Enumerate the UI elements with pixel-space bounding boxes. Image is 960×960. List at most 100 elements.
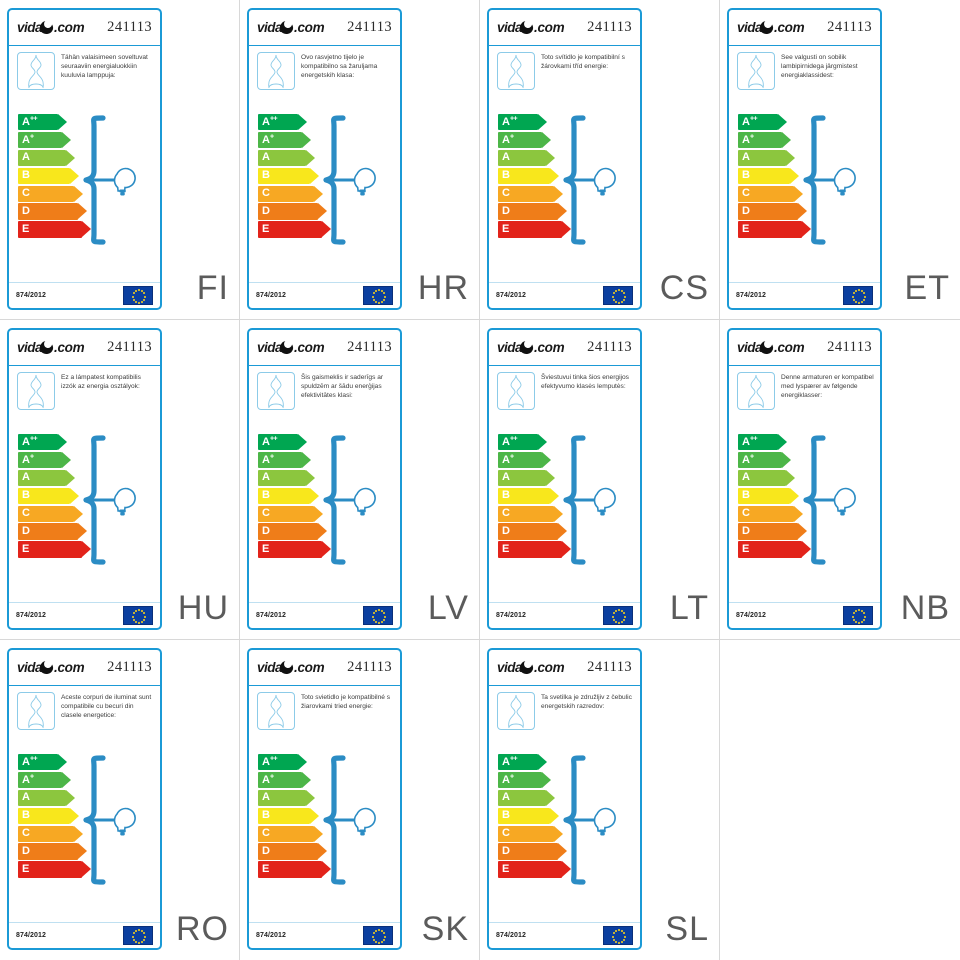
energy-class-label: E — [22, 862, 30, 875]
arrow-body — [498, 843, 558, 860]
arrow-tip — [66, 469, 75, 486]
eu-star — [381, 300, 384, 303]
light-bulb-icon — [257, 372, 295, 410]
eu-star — [383, 612, 386, 615]
eu-star — [863, 292, 866, 295]
arrow-tip — [322, 541, 331, 558]
energy-class-row: C — [18, 825, 83, 842]
logo-text-prefix: vida — [17, 20, 43, 35]
light-bulb-icon — [497, 52, 535, 90]
arrow-body — [258, 487, 310, 504]
eu-star — [134, 620, 137, 623]
energy-class-row: B — [18, 487, 80, 504]
arrow-body — [498, 487, 550, 504]
energy-class-row: A+ — [18, 131, 80, 149]
energy-class-row: C — [738, 505, 803, 522]
energy-class-label: A++ — [502, 114, 518, 128]
arrow-tip — [550, 807, 559, 824]
brace-bulb-graphic — [321, 754, 399, 888]
eu-star — [612, 932, 615, 935]
eu-star — [863, 298, 866, 301]
energy-class-ladder: A++ A+ A B C D E — [258, 434, 331, 559]
vidaxl-logo: vida .com — [497, 660, 565, 675]
energy-class-row: D — [18, 523, 87, 540]
logo-text-suffix: .com — [54, 660, 85, 675]
energy-class-row: C — [18, 505, 83, 522]
energy-class-label: A++ — [742, 434, 758, 448]
energy-class-row: E — [738, 221, 811, 238]
energy-class-row: D — [738, 523, 807, 540]
eu-flag-icon — [603, 926, 633, 945]
energy-class-sup: + — [269, 452, 274, 460]
arrow-body — [498, 861, 562, 878]
eu-star — [621, 940, 624, 943]
description-text: Ez a lámpatest kompatibilis izzók az ene… — [61, 374, 141, 391]
energy-class-row: D — [258, 523, 327, 540]
card-header: vida .com 241113 — [489, 10, 640, 46]
energy-class-ladder: A++ A+ A B C D E — [18, 434, 91, 559]
arrow-tip — [62, 131, 71, 148]
brace-bulb-graphic — [561, 754, 639, 888]
article-number: 241113 — [347, 19, 392, 35]
energy-class-row: E — [258, 221, 331, 238]
energy-class-label: B — [502, 809, 510, 822]
card-footer: 874/2012 — [249, 922, 400, 948]
arrow-body — [498, 523, 558, 540]
eu-star — [141, 610, 144, 613]
energy-class-row: A+ — [258, 131, 320, 149]
arrow-tip — [790, 167, 799, 184]
energy-class-row: B — [18, 807, 80, 824]
arrow-body — [18, 541, 82, 558]
logo-text-prefix: vida — [257, 660, 283, 675]
arrow-tip — [74, 185, 83, 202]
energy-class-row: A+ — [498, 131, 560, 149]
eu-star — [624, 935, 627, 938]
energy-class-label: C — [22, 827, 30, 840]
eu-star — [134, 610, 137, 613]
eu-star — [618, 941, 620, 944]
arrow-body — [18, 754, 58, 771]
eu-star — [854, 620, 857, 623]
arrow-body — [258, 149, 306, 167]
description-row: Ez a lámpatest kompatibilis izzók az ene… — [17, 372, 154, 410]
logo-text-suffix: .com — [774, 20, 805, 35]
arrow-body — [18, 185, 74, 202]
eu-flag-icon — [123, 926, 153, 945]
arrow-body — [258, 203, 318, 220]
energy-class-row: C — [738, 185, 803, 202]
energy-class-label: C — [22, 507, 30, 520]
arrow-body — [258, 167, 310, 184]
energy-class-label: A++ — [22, 754, 38, 768]
arrow-tip — [78, 843, 87, 860]
regulation-number: 874/2012 — [736, 612, 766, 619]
energy-class-row: A — [498, 149, 560, 167]
arrow-body — [18, 203, 78, 220]
eu-star — [621, 620, 624, 623]
language-code: SK — [421, 910, 469, 948]
energy-class-row: B — [258, 167, 320, 184]
energy-class-label: D — [502, 525, 510, 538]
card-footer: 874/2012 — [9, 282, 160, 308]
eu-star — [132, 932, 135, 935]
arrow-tip — [58, 754, 67, 770]
arrow-tip — [558, 523, 567, 540]
eu-star — [131, 935, 134, 938]
energy-class-label: C — [262, 827, 270, 840]
eu-star — [861, 300, 864, 303]
vidaxl-swoosh-icon — [519, 20, 534, 35]
energy-class-row: A++ — [738, 114, 800, 131]
regulation-number: 874/2012 — [16, 612, 46, 619]
arrow-body — [258, 131, 302, 149]
regulation-number: 874/2012 — [496, 612, 526, 619]
regulation-number: 874/2012 — [496, 292, 526, 299]
energy-class-row: A++ — [498, 114, 560, 131]
arrow-tip — [802, 221, 811, 238]
arrow-body — [738, 167, 790, 184]
vidaxl-logo: vida .com — [17, 20, 85, 35]
eu-star — [381, 610, 384, 613]
eu-star — [144, 935, 147, 938]
description-row: Denne armaturen er kompatibel med lyspær… — [737, 372, 874, 410]
arrow-tip — [786, 469, 795, 486]
energy-class-row: A — [498, 789, 560, 807]
energy-class-label: A+ — [22, 452, 34, 466]
